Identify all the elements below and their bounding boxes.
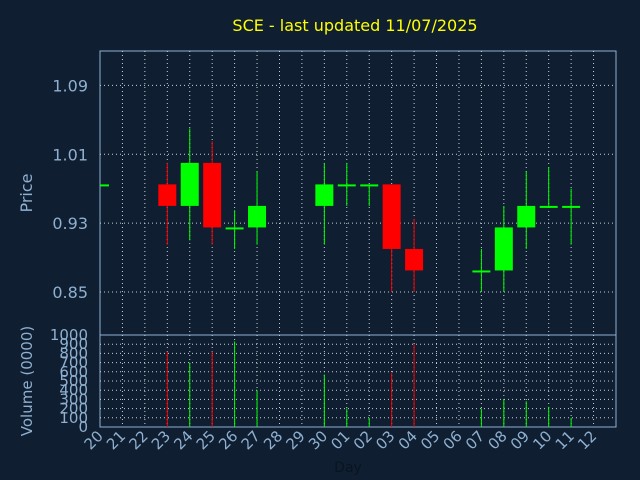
volume-tick-label: 700: [59, 354, 88, 372]
price-tick-label: 0.85: [52, 283, 88, 302]
volume-tick-label: 1000: [50, 326, 88, 344]
candle-body: [180, 162, 199, 206]
candle-body: [225, 227, 244, 230]
price-tick-label: 0.93: [52, 214, 88, 233]
candle-body: [382, 184, 401, 249]
volume-tick-label: 800: [59, 344, 88, 362]
candle-body: [248, 205, 267, 228]
price-tick-label: 1.01: [52, 145, 88, 164]
x-axis-label: Day: [334, 460, 362, 476]
candle-body: [562, 205, 581, 208]
volume-tick-label: 0: [78, 418, 88, 436]
candle-body: [405, 248, 424, 271]
candle-body: [517, 205, 536, 228]
volume-tick-label: 200: [59, 400, 88, 418]
chart-title: SCE - last updated 11/07/2025: [232, 16, 477, 35]
candles: [100, 128, 581, 292]
volume-grid: [100, 335, 616, 427]
price-panel: 0.85 0.93 1.01 1.09 Price: [17, 50, 617, 336]
price-plot-frame: [99, 50, 617, 336]
price-axis-label: Price: [17, 173, 36, 212]
candle-body: [315, 184, 334, 206]
volume-plot-frame: [99, 334, 617, 428]
candle-body: [539, 205, 558, 208]
volume-tick-label: 600: [59, 363, 88, 381]
volume-tick-label: 300: [59, 390, 88, 408]
price-grid: [100, 51, 616, 335]
volume-tick-label: 500: [59, 372, 88, 390]
candle-body: [494, 227, 513, 271]
candle-body: [203, 162, 222, 228]
x-tick-label: 12: [574, 427, 600, 453]
volume-tick-label: 900: [59, 335, 88, 353]
x-tick-labels: 2021222324252627282930010203040506070809…: [81, 427, 601, 453]
volume-axis-label: Volume (0000): [18, 326, 36, 436]
volume-bars: [166, 341, 572, 427]
volume-tick-label: 400: [59, 381, 88, 399]
candle-body: [360, 184, 379, 187]
candle-body: [100, 184, 109, 187]
price-tick-labels: 0.85 0.93 1.01 1.09: [52, 76, 88, 302]
volume-tick-label: 100: [59, 409, 88, 427]
price-tick-label: 1.09: [52, 76, 88, 95]
candle-body: [337, 184, 356, 187]
candle-body: [472, 270, 491, 273]
candle-body: [158, 184, 177, 206]
